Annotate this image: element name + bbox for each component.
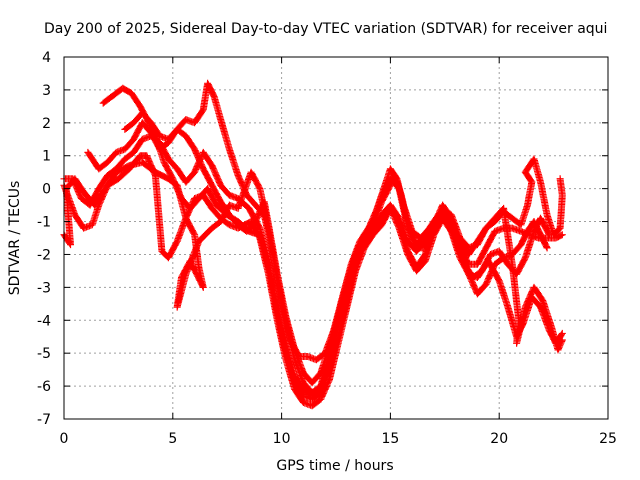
series-markers (121, 109, 566, 387)
y-tick-label: -5 (37, 346, 51, 362)
y-tick-label: 1 (42, 149, 51, 165)
y-axis: -7 -6 -5 -4 -3 -2 -1 0 1 2 3 4 (37, 50, 608, 428)
y-tick-label: -7 (37, 412, 51, 428)
y-tick-label: 0 (42, 182, 51, 198)
y-tick-label: 2 (42, 116, 51, 132)
y-tick-label: -4 (37, 313, 51, 329)
y-tick-label: -2 (37, 247, 51, 263)
x-axis: 0 5 10 15 20 25 (60, 57, 617, 447)
x-tick-label: 15 (381, 431, 399, 447)
y-tick-label: -1 (37, 215, 51, 231)
data-series (60, 79, 566, 410)
x-tick-label: 10 (273, 431, 291, 447)
x-tick-label: 0 (60, 431, 69, 447)
plot-frame (63, 56, 609, 420)
y-tick-label: -3 (37, 280, 51, 296)
x-tick-label: 5 (168, 431, 177, 447)
y-axis-title: SDTVAR / TECUs (7, 181, 23, 296)
x-tick-label: 20 (490, 431, 508, 447)
chart-title: Day 200 of 2025, Sidereal Day-to-day VTE… (44, 21, 607, 37)
series-track-f (121, 109, 566, 387)
x-axis-title: GPS time / hours (276, 458, 393, 474)
y-tick-label: 4 (42, 50, 51, 66)
x-tick-label: 25 (599, 431, 617, 447)
y-tick-label: -6 (37, 379, 51, 395)
y-tick-label: 3 (42, 83, 51, 99)
